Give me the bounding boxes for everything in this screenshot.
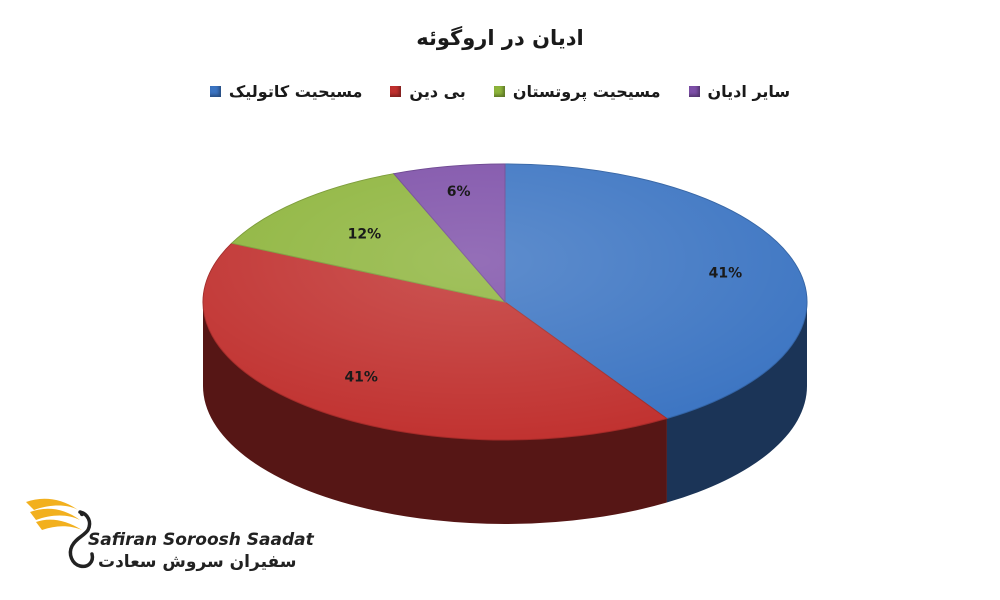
legend-item-nonreligious: بی دین xyxy=(390,82,466,101)
pie-labels: 41% 41% 12% 6% xyxy=(344,184,742,386)
legend-label-other: سایر ادیان xyxy=(707,82,791,101)
legend-swatch-other xyxy=(688,86,700,97)
legend-item-catholic: مسیحیت کاتولیک xyxy=(209,82,363,101)
legend-swatch-protestant xyxy=(493,86,505,97)
pie-gloss xyxy=(203,164,807,440)
data-label-protestant: 12% xyxy=(348,227,382,243)
chart-legend: مسیحیت کاتولیک بی دین مسیحیت پروتستان سا… xyxy=(0,82,1000,101)
data-label-catholic: 41% xyxy=(709,266,743,282)
logo-farsi-text: سفیران سروش سعادت xyxy=(98,552,297,572)
legend-label-protestant: مسیحیت پروتستان xyxy=(512,82,661,101)
pie-side-catholic xyxy=(666,302,807,503)
data-label-other: 6% xyxy=(447,184,471,200)
legend-label-nonreligious: بی دین xyxy=(409,82,466,101)
legend-item-protestant: مسیحیت پروتستان xyxy=(493,82,661,101)
bird-logo-icon xyxy=(26,498,95,569)
company-logo: Safiran Soroosh Saadat سفیران سروش سعادت xyxy=(22,490,314,590)
data-label-nonreligious: 41% xyxy=(344,370,378,386)
chart-title: ادیان در اروگوئه xyxy=(416,26,584,50)
legend-swatch-nonreligious xyxy=(390,86,402,97)
legend-label-catholic: مسیحیت کاتولیک xyxy=(228,82,363,101)
pie-tops xyxy=(202,163,808,441)
pie-side-nonreligious xyxy=(203,302,667,524)
logo-latin-text: Safiran Soroosh Saadat xyxy=(88,530,314,550)
legend-item-other: سایر ادیان xyxy=(688,82,791,101)
legend-swatch-catholic xyxy=(209,86,221,97)
